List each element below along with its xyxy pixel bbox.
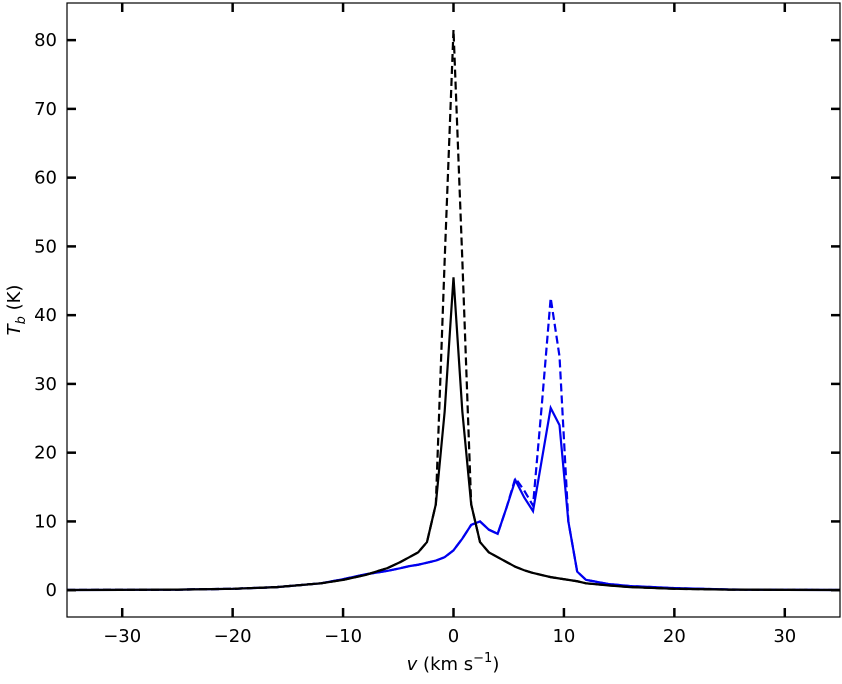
y-tick-label: 50	[34, 236, 57, 257]
y-label-symbol: T	[4, 322, 25, 335]
x-tick-label: 10	[552, 626, 575, 647]
x-label-exponent: −1	[473, 651, 492, 666]
line-series	[66, 29, 841, 592]
y-tick-label: 70	[34, 99, 57, 120]
x-tick-label: −10	[324, 626, 362, 647]
y-tick-label: 80	[34, 30, 57, 51]
x-tick-label: 20	[663, 626, 686, 647]
x-label-symbol: v	[407, 654, 418, 675]
y-tick-label: 0	[46, 580, 57, 601]
x-tick-label: −30	[103, 626, 141, 647]
x-label-close: )	[492, 654, 499, 675]
x-tick-label: 0	[448, 626, 459, 647]
x-tick-label: 30	[773, 626, 796, 647]
line-series	[66, 404, 841, 592]
line-series	[66, 297, 841, 592]
x-axis-label: v (km s−1)	[407, 651, 500, 675]
x-tick-label: −20	[214, 626, 252, 647]
y-axis-label: Tb (K)	[4, 285, 29, 336]
line-series	[66, 277, 841, 592]
x-label-unit: (km s	[423, 654, 473, 675]
y-tick-label: 40	[34, 305, 57, 326]
y-label-subscript: b	[14, 316, 29, 324]
plot-frame	[66, 2, 841, 618]
y-tick-label: 20	[34, 443, 57, 464]
y-tick-label: 60	[34, 168, 57, 189]
y-label-unit: (K)	[4, 285, 25, 311]
y-tick-label: 10	[34, 511, 57, 532]
y-tick-label: 30	[34, 374, 57, 395]
